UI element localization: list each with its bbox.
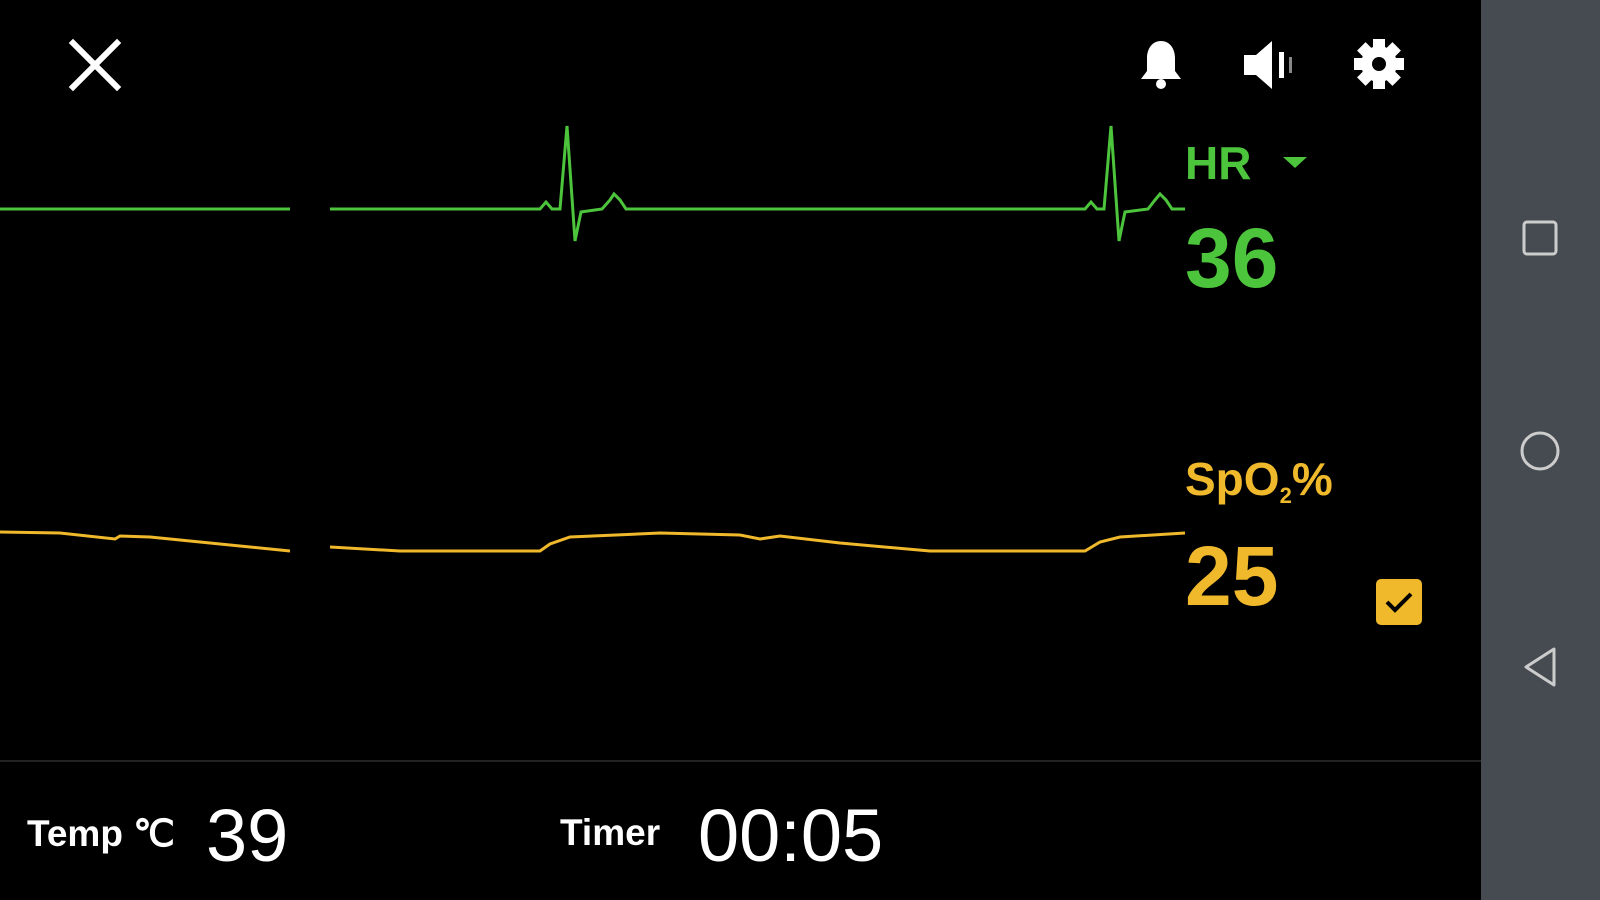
- home-button[interactable]: [1518, 429, 1562, 473]
- ecg-waveform: [0, 125, 1185, 242]
- gear-icon: [1354, 39, 1404, 89]
- android-nav-bar: [1481, 0, 1600, 900]
- back-button[interactable]: [1520, 645, 1560, 689]
- temp-label: Temp ℃: [27, 813, 175, 854]
- timer-value: 00:05: [698, 794, 884, 877]
- recents-square-icon: [1522, 220, 1558, 256]
- spo2-label-main: SpO: [1185, 453, 1280, 505]
- alarm-button[interactable]: [1138, 38, 1184, 92]
- recents-button[interactable]: [1520, 218, 1560, 258]
- bell-icon: [1141, 41, 1181, 89]
- settings-button[interactable]: [1353, 38, 1405, 90]
- monitor-screen: HR 36 SpO2% 25 Temp ℃ 39 Timer 00:05: [0, 38, 1481, 877]
- close-button[interactable]: [68, 38, 122, 92]
- temp-value: 39: [206, 794, 289, 877]
- spo2-label-sub: 2: [1279, 483, 1292, 508]
- home-circle-icon: [1520, 431, 1560, 471]
- volume-button[interactable]: [1242, 38, 1298, 92]
- back-triangle-icon: [1524, 647, 1556, 687]
- speaker-volume-icon: [1244, 41, 1292, 89]
- hr-label[interactable]: HR: [1185, 137, 1252, 189]
- timer-label: Timer: [560, 812, 661, 853]
- checkmark-icon: [1385, 592, 1413, 613]
- spo2-value: 25: [1185, 529, 1279, 623]
- close-icon: [68, 38, 122, 92]
- footer-divider: [0, 760, 1481, 762]
- spo2-label-suffix: %: [1291, 453, 1333, 505]
- hr-value: 36: [1185, 211, 1279, 305]
- pleth-waveform: [0, 530, 1185, 553]
- hr-dropdown-caret-icon[interactable]: [1283, 157, 1307, 168]
- spo2-checkbox[interactable]: [1376, 579, 1422, 625]
- spo2-label: SpO2%: [1185, 452, 1333, 509]
